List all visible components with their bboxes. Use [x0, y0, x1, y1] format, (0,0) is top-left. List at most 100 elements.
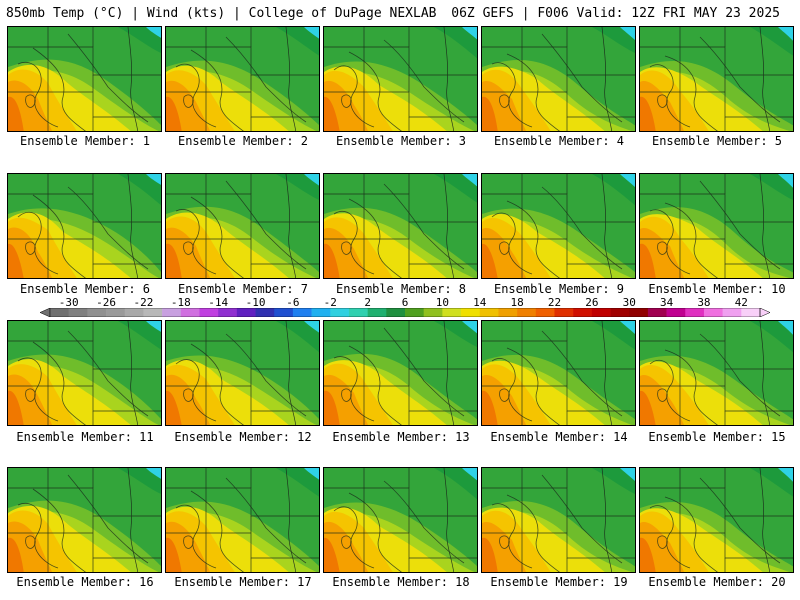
- ensemble-member-map-10: [639, 173, 794, 279]
- colorbar-segment: [330, 308, 350, 317]
- ensemble-member-label-20: Ensemble Member: 20: [648, 575, 786, 589]
- colorbar-tick-label: -26: [96, 296, 116, 309]
- colorbar-tick-label: 14: [473, 296, 487, 309]
- colorbar-segment: [629, 308, 649, 317]
- ensemble-member-map-15: [639, 320, 794, 426]
- colorbar-segment: [722, 308, 742, 317]
- colorbar-segment: [311, 308, 331, 317]
- ensemble-member-map-17: [165, 467, 320, 573]
- colorbar-tick-label: 2: [364, 296, 371, 309]
- ensemble-member-map-11: [7, 320, 162, 426]
- ensemble-member-label-15: Ensemble Member: 15: [648, 430, 786, 444]
- ensemble-member-label-13: Ensemble Member: 13: [332, 430, 470, 444]
- ensemble-member-map-8: [323, 173, 478, 279]
- colorbar-tick-label: 18: [510, 296, 524, 309]
- ensemble-member-map-7: [165, 173, 320, 279]
- colorbar-segment: [703, 308, 723, 317]
- ensemble-member-map-14: [481, 320, 636, 426]
- colorbar-segment: [255, 308, 275, 317]
- temperature-colorbar: [40, 308, 770, 317]
- ensemble-member-label-5: Ensemble Member: 5: [651, 134, 783, 148]
- colorbar-segment: [180, 308, 200, 317]
- ensemble-member-map-4: [481, 26, 636, 132]
- ensemble-member-label-7: Ensemble Member: 7: [177, 282, 309, 296]
- colorbar-tick-label: -2: [323, 296, 337, 309]
- ensemble-member-map-9: [481, 173, 636, 279]
- ensemble-member-label-17: Ensemble Member: 17: [174, 575, 312, 589]
- colorbar-tick-label: -14: [208, 296, 229, 309]
- colorbar-segment: [87, 308, 107, 317]
- ensemble-member-label-18: Ensemble Member: 18: [332, 575, 470, 589]
- ensemble-member-label-11: Ensemble Member: 11: [16, 430, 154, 444]
- colorbar-tick-label: 6: [401, 296, 409, 309]
- colorbar-segment: [517, 308, 537, 317]
- ensemble-member-label-9: Ensemble Member: 9: [493, 282, 625, 296]
- colorbar-tick-label: -6: [286, 296, 300, 309]
- colorbar-segment: [218, 308, 238, 317]
- colorbar-segment: [442, 308, 462, 317]
- colorbar-segment: [106, 308, 126, 317]
- colorbar-segment: [348, 308, 368, 317]
- colorbar-segment: [741, 308, 761, 317]
- colorbar-tick-label: -10: [245, 296, 266, 309]
- ensemble-member-label-4: Ensemble Member: 4: [493, 134, 625, 148]
- ensemble-member-label-2: Ensemble Member: 2: [177, 134, 309, 148]
- ensemble-member-map-20: [639, 467, 794, 573]
- ensemble-member-map-19: [481, 467, 636, 573]
- ensemble-member-label-8: Ensemble Member: 8: [335, 282, 467, 296]
- colorbar-segment: [199, 308, 219, 317]
- colorbar-segment: [554, 308, 574, 317]
- ensemble-member-map-12: [165, 320, 320, 426]
- colorbar-segment: [236, 308, 256, 317]
- ensemble-member-map-5: [639, 26, 794, 132]
- colorbar-segment: [50, 308, 69, 317]
- colorbar-segment: [423, 308, 443, 317]
- colorbar-tick-label: 34: [659, 296, 674, 309]
- ensemble-member-map-3: [323, 26, 478, 132]
- colorbar-segment: [591, 308, 611, 317]
- ensemble-member-label-12: Ensemble Member: 12: [174, 430, 312, 444]
- colorbar-tick-label: 42: [734, 296, 748, 309]
- colorbar-segment: [535, 308, 555, 317]
- colorbar-tick-label: 26: [585, 296, 599, 309]
- colorbar-segment: [405, 308, 424, 317]
- ensemble-member-label-14: Ensemble Member: 14: [490, 430, 628, 444]
- colorbar-tick-label: 10: [435, 296, 449, 309]
- colorbar-segment: [685, 308, 705, 317]
- colorbar-segment: [573, 308, 593, 317]
- ensemble-member-label-6: Ensemble Member: 6: [19, 282, 151, 296]
- colorbar-segment: [386, 308, 406, 317]
- colorbar-segment: [610, 308, 630, 317]
- colorbar-tick-label: -30: [58, 296, 79, 309]
- ensemble-member-label-10: Ensemble Member: 10: [648, 282, 786, 296]
- ensemble-member-map-6: [7, 173, 162, 279]
- ensemble-member-map-2: [165, 26, 320, 132]
- colorbar-right-arrow: [759, 308, 770, 317]
- colorbar-segment: [666, 308, 686, 317]
- colorbar-segment: [461, 308, 481, 317]
- colorbar-tick-label: 30: [622, 296, 636, 309]
- colorbar-tick-label: 22: [547, 296, 562, 309]
- ensemble-member-map-16: [7, 467, 162, 573]
- colorbar-segment: [367, 308, 387, 317]
- ensemble-member-map-13: [323, 320, 478, 426]
- colorbar-left-arrow: [40, 308, 51, 317]
- ensemble-member-map-18: [323, 467, 478, 573]
- colorbar-segment: [647, 308, 667, 317]
- colorbar-segment: [274, 308, 294, 317]
- colorbar-segment: [498, 308, 518, 317]
- ensemble-member-map-1: [7, 26, 162, 132]
- header-left-title: 850mb Temp (°C) | Wind (kts) | College o…: [6, 6, 437, 21]
- colorbar-segment: [68, 308, 88, 317]
- header-right-valid-time: 06Z GEFS | F006 Valid: 12Z FRI MAY 23 20…: [451, 6, 780, 21]
- colorbar-segment: [124, 308, 144, 317]
- colorbar-segment: [143, 308, 163, 317]
- colorbar-segment: [292, 308, 312, 317]
- colorbar-tick-label: -22: [133, 296, 154, 309]
- colorbar-segment: [479, 308, 499, 317]
- ensemble-member-label-3: Ensemble Member: 3: [335, 134, 467, 148]
- colorbar-tick-label: 38: [697, 296, 711, 309]
- colorbar-tick-label: -18: [170, 296, 191, 309]
- ensemble-member-label-16: Ensemble Member: 16: [16, 575, 154, 589]
- ensemble-member-label-1: Ensemble Member: 1: [19, 134, 151, 148]
